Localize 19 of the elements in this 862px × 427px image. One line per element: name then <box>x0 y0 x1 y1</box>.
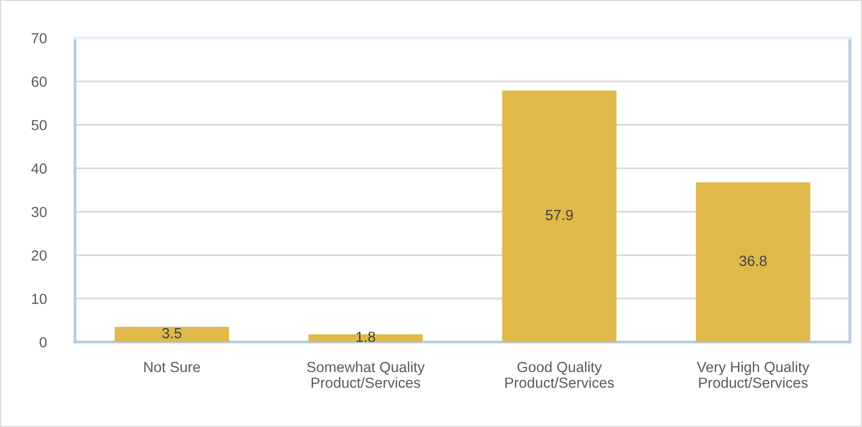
y-tick-label: 40 <box>31 163 47 174</box>
data-label: 1.8 <box>356 332 376 342</box>
x-tick-label: Not Sure <box>144 362 200 372</box>
y-tick-label: 50 <box>32 120 47 130</box>
y-tick-label: 30 <box>32 206 47 218</box>
y-tick-label: 20 <box>32 250 47 261</box>
x-tick-label: Somewhat Quality Product/Services <box>307 361 425 388</box>
y-tick-label: 0 <box>40 337 47 348</box>
y-tick-label: 10 <box>32 294 47 304</box>
y-tick-label: 60 <box>32 76 47 87</box>
data-label: 3.5 <box>162 328 182 338</box>
data-label: 36.8 <box>739 256 767 266</box>
x-tick-label: Very High Quality Product/Services <box>696 361 810 388</box>
bar <box>114 326 230 342</box>
x-tick-label: Good Quality Product/Services <box>505 361 614 388</box>
data-label: 57.9 <box>546 210 573 220</box>
bar <box>502 90 616 342</box>
y-tick-label: 70 <box>32 33 47 44</box>
bar <box>696 182 810 342</box>
